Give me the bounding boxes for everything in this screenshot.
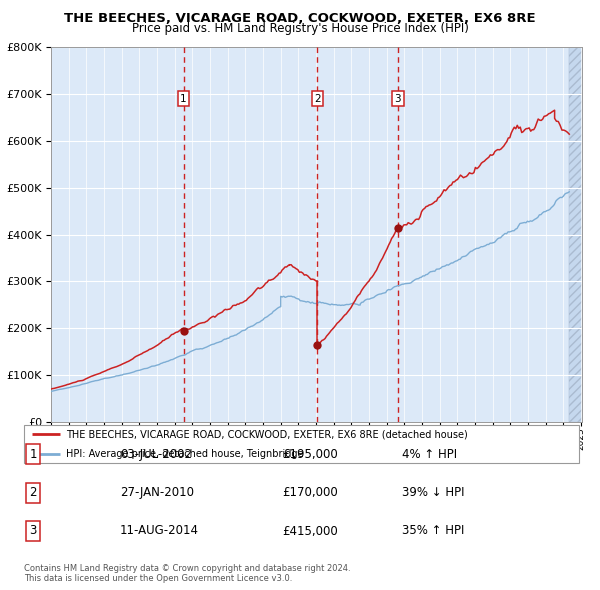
Text: 2: 2 [29, 486, 37, 499]
Text: 3: 3 [29, 525, 37, 537]
Text: THE BEECHES, VICARAGE ROAD, COCKWOOD, EXETER, EX6 8RE (detached house): THE BEECHES, VICARAGE ROAD, COCKWOOD, EX… [65, 430, 467, 440]
Text: Price paid vs. HM Land Registry's House Price Index (HPI): Price paid vs. HM Land Registry's House … [131, 22, 469, 35]
Text: THE BEECHES, VICARAGE ROAD, COCKWOOD, EXETER, EX6 8RE: THE BEECHES, VICARAGE ROAD, COCKWOOD, EX… [64, 12, 536, 25]
Text: £195,000: £195,000 [282, 448, 338, 461]
Text: 1: 1 [29, 448, 37, 461]
Text: 3: 3 [394, 94, 401, 104]
Text: 11-AUG-2014: 11-AUG-2014 [120, 525, 199, 537]
Text: 03-JUL-2002: 03-JUL-2002 [120, 448, 192, 461]
Text: 27-JAN-2010: 27-JAN-2010 [120, 486, 194, 499]
Text: £415,000: £415,000 [282, 525, 338, 537]
Text: HPI: Average price, detached house, Teignbridge: HPI: Average price, detached house, Teig… [65, 448, 303, 458]
Text: 4% ↑ HPI: 4% ↑ HPI [402, 448, 457, 461]
Text: 39% ↓ HPI: 39% ↓ HPI [402, 486, 464, 499]
Text: £170,000: £170,000 [282, 486, 338, 499]
Text: 2: 2 [314, 94, 321, 104]
Text: 1: 1 [180, 94, 187, 104]
Text: 35% ↑ HPI: 35% ↑ HPI [402, 525, 464, 537]
Text: Contains HM Land Registry data © Crown copyright and database right 2024.
This d: Contains HM Land Registry data © Crown c… [24, 563, 350, 583]
